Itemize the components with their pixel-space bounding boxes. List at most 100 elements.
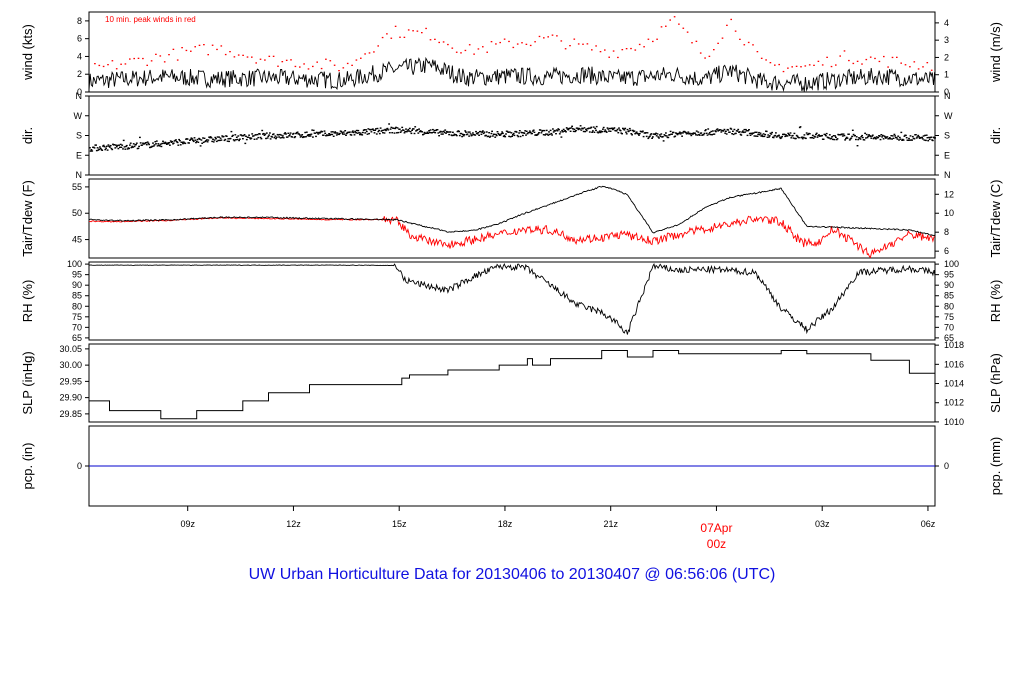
wind-dir-point bbox=[676, 133, 679, 136]
wind-dir-point bbox=[896, 138, 899, 140]
peak-wind-point bbox=[752, 44, 754, 46]
wind-dir-point bbox=[551, 134, 553, 136]
slp-right-tick-label: 1012 bbox=[944, 398, 964, 408]
wind-dir-point bbox=[802, 136, 805, 139]
wind-dir-point bbox=[288, 135, 290, 137]
wind-dir-point bbox=[370, 131, 373, 133]
peak-wind-point bbox=[678, 23, 680, 25]
wind-dir-point bbox=[172, 142, 175, 144]
peak-wind-point bbox=[521, 42, 523, 44]
wind-dir-point bbox=[679, 133, 682, 135]
wind-dir-point bbox=[199, 138, 201, 140]
wind-dir-point bbox=[608, 130, 610, 132]
wind-dir-point bbox=[532, 129, 535, 131]
peak-wind-point bbox=[351, 64, 353, 66]
wind-dir-point bbox=[535, 134, 538, 136]
wind-dir-point bbox=[805, 137, 807, 140]
wind-dir-point bbox=[511, 135, 513, 137]
wind-dir-point bbox=[760, 135, 763, 137]
peak-wind-point bbox=[538, 35, 541, 38]
wind-dir-point bbox=[117, 147, 120, 150]
peak-wind-point bbox=[447, 43, 449, 46]
wind-dir-point bbox=[343, 133, 346, 135]
slp-left-tick-label: 30.00 bbox=[59, 360, 82, 370]
wind-dir-point bbox=[455, 134, 458, 137]
wind-dir-point bbox=[650, 133, 653, 135]
wind-dir-point bbox=[279, 133, 281, 136]
peak-wind-point bbox=[591, 49, 593, 51]
wind-dir-point bbox=[104, 148, 107, 151]
wind-dir-point bbox=[881, 134, 884, 137]
wind-dir-point bbox=[690, 134, 693, 137]
wind-dir-point bbox=[757, 133, 760, 136]
wind-dir-point bbox=[500, 133, 503, 135]
wind-dir-point bbox=[261, 129, 264, 132]
wind-dir-point bbox=[783, 133, 786, 135]
wind-dir-point bbox=[451, 134, 453, 137]
wind-dir-point bbox=[594, 127, 597, 130]
wind-dir-point bbox=[730, 128, 733, 130]
wind-dir-point bbox=[720, 131, 723, 133]
wind-dir-point bbox=[479, 130, 482, 133]
wind-dir-point bbox=[681, 135, 683, 137]
wind-dir-point bbox=[282, 135, 284, 137]
wind-dir-point bbox=[237, 135, 240, 137]
wind-dir-point bbox=[710, 130, 713, 133]
wind-dir-point bbox=[698, 134, 701, 136]
wind-dir-point bbox=[708, 131, 711, 134]
wind-dir-point bbox=[157, 143, 160, 145]
wind-dir-point bbox=[345, 134, 347, 136]
wind-dir-point bbox=[517, 135, 520, 138]
wind-dir-point bbox=[106, 149, 109, 151]
wind-dir-point bbox=[725, 133, 728, 135]
wind-dir-point bbox=[748, 129, 750, 131]
wind-dir-point bbox=[898, 139, 900, 141]
wind-dir-point bbox=[126, 148, 129, 150]
wind-dir-point bbox=[434, 132, 437, 134]
wind-dir-point bbox=[550, 132, 553, 135]
wind-dir-point bbox=[202, 137, 204, 139]
wind-dir-point bbox=[145, 142, 147, 144]
wind-dir-point bbox=[762, 133, 765, 135]
wind-dir-point bbox=[775, 132, 777, 134]
wind-dir-point bbox=[286, 136, 289, 138]
wind-dir-point bbox=[855, 138, 857, 141]
peak-wind-point bbox=[307, 68, 310, 70]
wind-dir-point bbox=[439, 130, 442, 133]
wind-dir-point bbox=[240, 134, 243, 136]
wind-dir-point bbox=[801, 138, 804, 140]
wind-dir-point bbox=[808, 133, 811, 135]
dir-right-tick-label: W bbox=[944, 111, 953, 121]
wind-dir-point bbox=[630, 133, 633, 135]
wind-dir-point bbox=[521, 132, 523, 134]
wind-dir-point bbox=[458, 130, 460, 133]
wind-dir-point bbox=[791, 134, 794, 137]
peak-wind-point bbox=[573, 38, 576, 40]
wind-dir-point bbox=[602, 126, 605, 129]
peak-wind-point bbox=[272, 55, 275, 57]
wind-dir-point bbox=[383, 132, 386, 134]
wind-dir-point bbox=[625, 133, 628, 135]
wind-dir-point bbox=[604, 129, 607, 131]
peak-wind-point bbox=[124, 63, 127, 65]
peak-wind-point bbox=[421, 32, 423, 34]
peak-wind-point bbox=[891, 56, 894, 59]
peak-wind-point bbox=[774, 64, 776, 66]
peak-wind-point bbox=[821, 64, 824, 66]
wind-dir-point bbox=[163, 142, 166, 145]
wind-dir-point bbox=[741, 131, 743, 133]
wind-dir-point bbox=[785, 134, 787, 136]
wind-dir-point bbox=[649, 134, 652, 136]
wind-dir-point bbox=[651, 137, 653, 139]
wind-dir-point bbox=[244, 142, 247, 145]
wind-dir-point bbox=[685, 131, 687, 134]
peak-wind-point bbox=[425, 27, 427, 30]
wind-dir-point bbox=[315, 135, 317, 138]
peak-wind-point bbox=[434, 38, 436, 40]
wind-dir-point bbox=[711, 134, 713, 136]
wind-dir-point bbox=[146, 141, 149, 143]
peak-wind-point bbox=[442, 41, 445, 43]
wind-dir-point bbox=[310, 133, 313, 135]
wind-dir-point bbox=[503, 134, 506, 137]
wind-dir-point bbox=[844, 139, 846, 141]
